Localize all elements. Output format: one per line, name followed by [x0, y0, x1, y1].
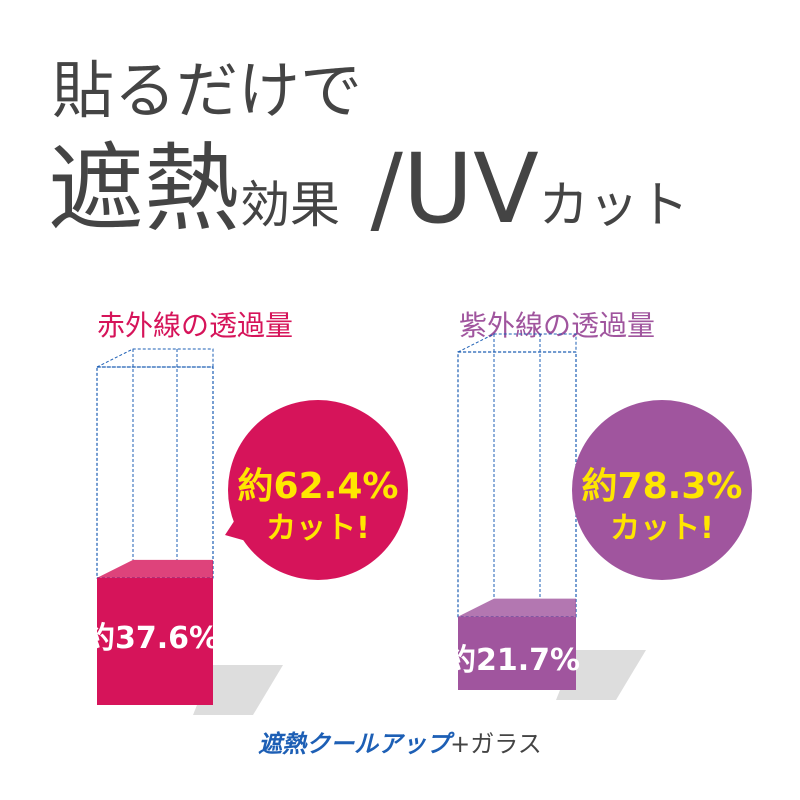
callout — [228, 400, 408, 580]
value-label: 約21.7% — [446, 643, 580, 678]
cut-region — [457, 351, 577, 618]
heading-part: 遮熱 — [48, 133, 240, 245]
box-top — [96, 348, 214, 368]
bar — [97, 577, 213, 705]
chart-title: 赤外線の透過量 — [97, 309, 293, 342]
cut-label: 約62.4% — [238, 466, 399, 507]
heading-line1: 貼るだけで — [52, 54, 362, 127]
bar — [458, 616, 576, 690]
cut-label: 約78.3% — [582, 466, 743, 507]
box-top — [457, 333, 577, 353]
heading-part: /UV — [340, 133, 539, 245]
heading-part: 効果 — [240, 176, 340, 234]
bar-top — [97, 559, 213, 578]
chart-title: 紫外線の透過量 — [459, 309, 655, 342]
heading-part: カット — [539, 176, 689, 234]
cut-region — [96, 366, 214, 579]
heading-line2: 遮熱効果 /UVカット — [48, 133, 689, 245]
shadow — [556, 650, 646, 700]
brand: 遮熱クールアップ — [258, 730, 455, 758]
footer: 遮熱クールアップ+ガラス — [258, 730, 542, 758]
value-label: 約37.6% — [85, 621, 219, 656]
cut-text: カット! — [266, 511, 370, 546]
callout — [572, 400, 752, 580]
shadow — [193, 665, 283, 715]
cut-text: カット! — [610, 511, 714, 546]
bar-top — [458, 598, 576, 617]
footer-suffix: +ガラス — [450, 730, 542, 758]
